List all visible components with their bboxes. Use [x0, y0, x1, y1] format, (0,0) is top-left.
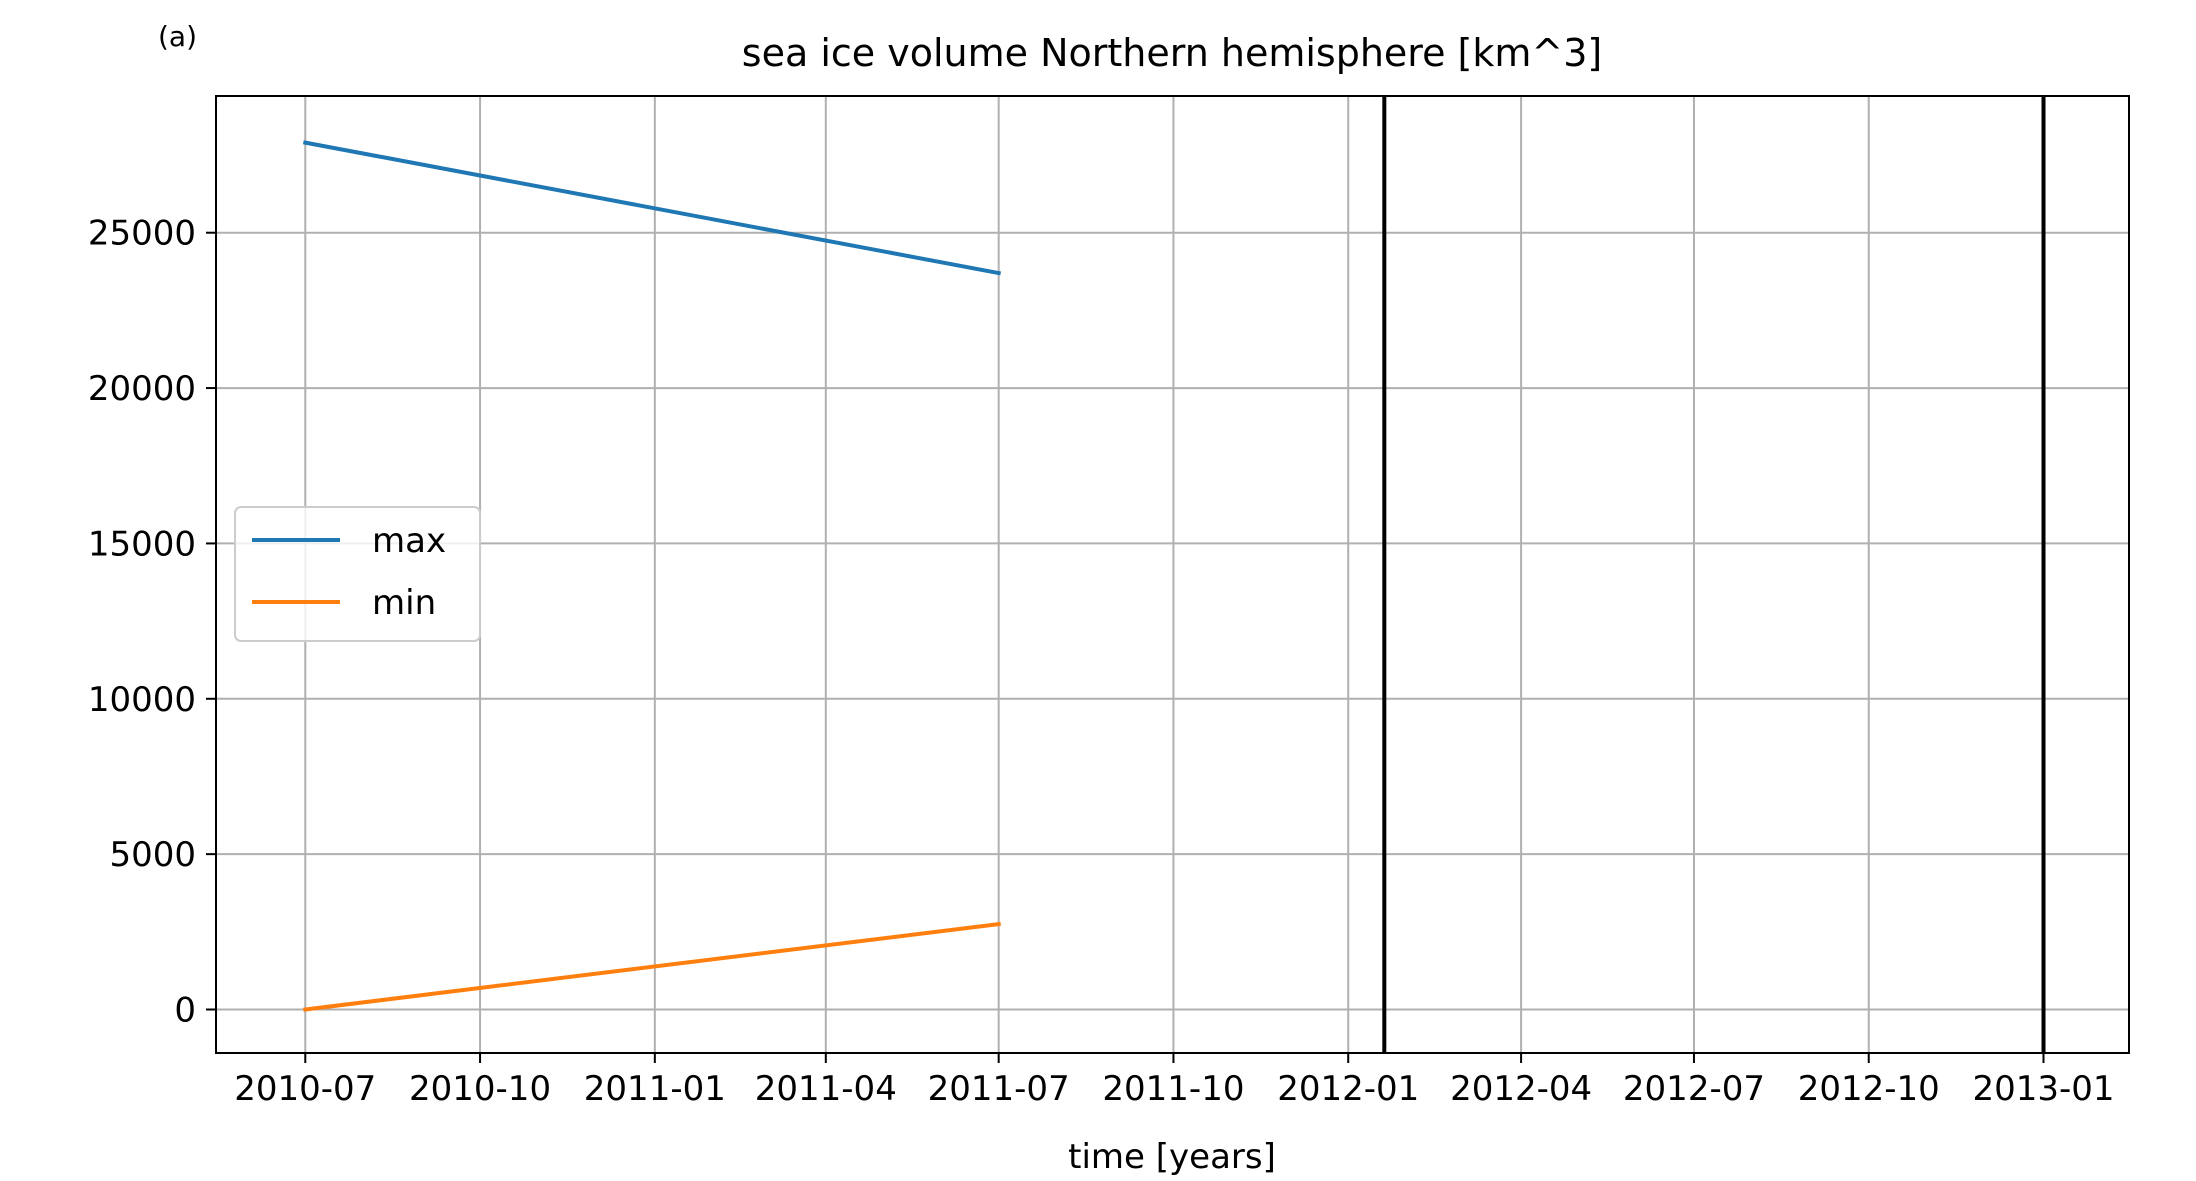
series-lines — [302, 140, 1002, 1012]
y-axis-ticks: 0 5000 10000 15000 20000 25000 — [88, 214, 216, 1031]
x-tick-label: 2012-07 — [1623, 1069, 1765, 1109]
vertical-markers — [1382, 96, 2046, 1053]
y-tick-label: 15000 — [88, 524, 196, 564]
chart-title: sea ice volume Northern hemisphere [km^3… — [742, 31, 1602, 75]
x-tick-label: 2011-01 — [584, 1069, 726, 1109]
x-tick-label: 2012-04 — [1450, 1069, 1592, 1109]
x-tick-label: 2011-07 — [928, 1069, 1070, 1109]
x-axis-ticks: 2010-07 2010-10 2011-01 2011-04 2011-07 2011-… — [234, 1053, 2115, 1109]
y-tick-label: 10000 — [88, 680, 196, 720]
legend-label-max: max — [372, 521, 446, 561]
legend-label-min: min — [372, 583, 436, 623]
series-line-min — [303, 921, 1001, 1012]
series-line-max — [302, 140, 1002, 276]
x-tick-label: 2010-07 — [234, 1069, 376, 1109]
x-tick-label: 2012-01 — [1277, 1069, 1419, 1109]
y-tick-label: 5000 — [109, 835, 196, 875]
x-axis-label: time [years] — [1068, 1137, 1276, 1177]
x-tick-label: 2012-10 — [1798, 1069, 1940, 1109]
panel-label: (a) — [158, 20, 197, 53]
y-tick-label: 25000 — [88, 214, 196, 254]
y-tick-label: 0 — [174, 991, 196, 1031]
y-tick-label: 20000 — [88, 369, 196, 409]
x-tick-label: 2011-10 — [1102, 1069, 1244, 1109]
legend: max min — [234, 506, 481, 642]
x-tick-label: 2011-04 — [755, 1069, 897, 1109]
x-tick-label: 2013-01 — [1972, 1069, 2114, 1109]
x-tick-label: 2010-10 — [409, 1069, 551, 1109]
